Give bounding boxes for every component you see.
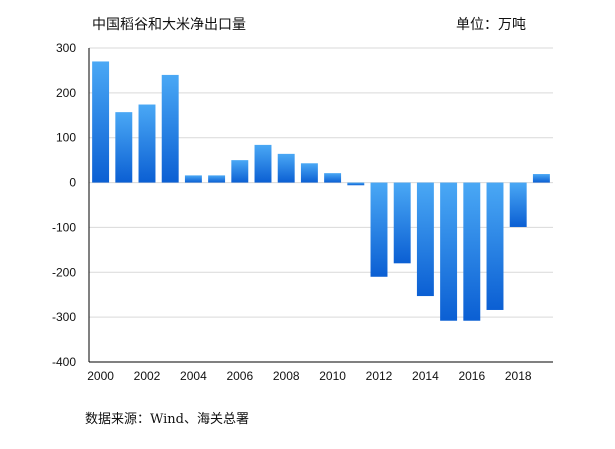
y-tick-label: -300 (52, 310, 76, 324)
y-tick-label: 200 (56, 86, 76, 100)
x-tick-label: 2008 (273, 369, 300, 383)
bar (370, 182, 388, 277)
x-tick-label: 2012 (366, 369, 393, 383)
chart-title: 中国稻谷和大米净出口量 (92, 17, 246, 33)
y-tick-label: -200 (52, 265, 76, 279)
bar (161, 74, 179, 183)
y-tick-label: -100 (52, 220, 76, 234)
x-tick-label: 2014 (412, 369, 439, 383)
x-tick-label: 2016 (458, 369, 485, 383)
y-tick-label: 100 (56, 131, 76, 145)
source-note: 数据来源：Wind、海关总署 (85, 412, 249, 427)
y-tick-label: -400 (52, 355, 76, 369)
bar (416, 182, 434, 297)
x-tick-label: 2004 (180, 369, 207, 383)
bar (509, 182, 527, 227)
bar (440, 182, 458, 321)
bar (347, 182, 365, 186)
bar (324, 173, 342, 183)
bar (92, 61, 110, 183)
bar (208, 175, 226, 183)
bar (300, 163, 318, 183)
bar (486, 182, 504, 310)
x-tick-label: 2002 (134, 369, 161, 383)
x-tick-label: 2000 (87, 369, 114, 383)
bar (393, 182, 411, 264)
bar (532, 174, 550, 183)
bar (231, 160, 249, 183)
y-tick-label: 0 (69, 176, 76, 190)
x-tick-label: 2018 (505, 369, 532, 383)
bar (277, 153, 295, 183)
bar (184, 175, 202, 183)
bar (138, 104, 156, 183)
y-tick-label: 300 (56, 41, 76, 55)
bar (254, 144, 272, 183)
x-tick-label: 2010 (319, 369, 346, 383)
unit-label: 单位：万吨 (456, 17, 526, 33)
bar (463, 182, 481, 321)
bar (115, 112, 133, 183)
x-tick-label: 2006 (226, 369, 253, 383)
